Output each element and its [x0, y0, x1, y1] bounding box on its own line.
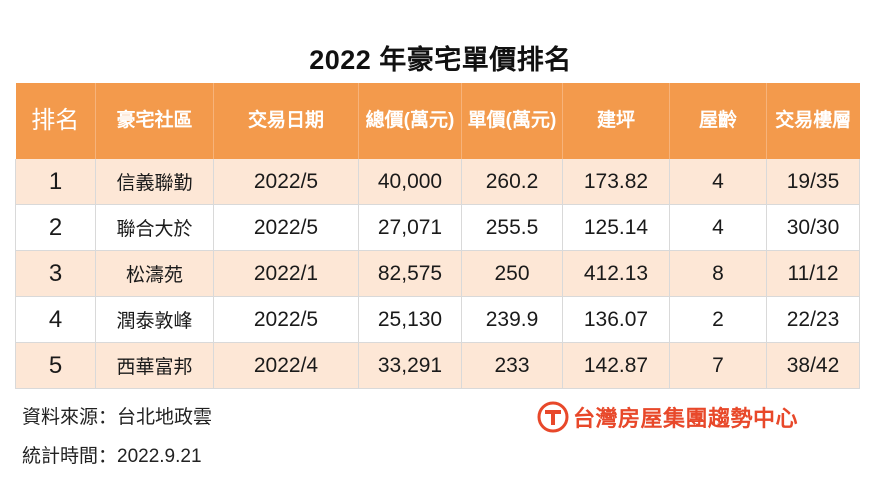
column-header-total-price: 總價(萬元)	[358, 83, 462, 159]
table-cell: 11/12	[766, 250, 860, 297]
column-header-age: 屋齡	[669, 83, 767, 159]
table-cell: 255.5	[461, 204, 563, 251]
table-cell: 聯合大於	[95, 204, 214, 251]
table-cell: 22/23	[766, 296, 860, 343]
table-cell: 2	[15, 204, 96, 251]
logo-mark-icon	[537, 401, 569, 433]
table-cell: 2	[669, 296, 767, 343]
table-row: 4 潤泰敦峰 2022/5 25,130 239.9 136.07 2 22/23	[15, 296, 860, 343]
table-cell: 33,291	[358, 342, 462, 389]
table-cell: 西華富邦	[95, 342, 214, 389]
table-cell: 125.14	[562, 204, 670, 251]
table-cell: 173.82	[562, 159, 670, 205]
company-logo: 台灣房屋集團趨勢中心	[537, 400, 798, 434]
table-cell: 250	[461, 250, 563, 297]
table-cell: 松濤苑	[95, 250, 214, 297]
table-cell: 2022/5	[213, 204, 359, 251]
table-cell: 25,130	[358, 296, 462, 343]
table-row: 2 聯合大於 2022/5 27,071 255.5 125.14 4 30/30	[15, 204, 860, 251]
table-row: 5 西華富邦 2022/4 33,291 233 142.87 7 38/42	[15, 342, 860, 389]
source-note: 資料來源：台北地政雲	[22, 407, 213, 428]
table-cell: 信義聯勤	[95, 159, 214, 205]
table-cell: 潤泰敦峰	[95, 296, 214, 343]
table-cell: 260.2	[461, 159, 563, 205]
table-cell: 5	[15, 342, 96, 389]
table-row: 1 信義聯勤 2022/5 40,000 260.2 173.82 4 19/35	[15, 159, 860, 205]
table-cell: 7	[669, 342, 767, 389]
logo-text: 台灣房屋集團趨勢中心	[573, 407, 799, 432]
date-note: 統計時間：2022.9.21	[22, 446, 202, 467]
table-cell: 30/30	[766, 204, 860, 251]
column-header-area: 建坪	[562, 83, 670, 159]
table-cell: 233	[461, 342, 563, 389]
table-cell: 2022/4	[213, 342, 359, 389]
table-cell: 27,071	[358, 204, 462, 251]
table-cell: 4	[669, 159, 767, 205]
table-cell: 412.13	[562, 250, 670, 297]
table-cell: 2022/1	[213, 250, 359, 297]
column-header-unit-price: 單價(萬元)	[461, 83, 563, 159]
table-row: 3 松濤苑 2022/1 82,575 250 412.13 8 11/12	[15, 250, 860, 297]
table-cell: 1	[15, 159, 96, 205]
table-cell: 4	[669, 204, 767, 251]
column-header-date: 交易日期	[213, 83, 359, 159]
table-cell: 40,000	[358, 159, 462, 205]
table-cell: 136.07	[562, 296, 670, 343]
column-header-rank: 排名	[15, 83, 96, 159]
table-cell: 3	[15, 250, 96, 297]
chart-title: 2022 年豪宅單價排名	[309, 45, 572, 75]
table-cell: 8	[669, 250, 767, 297]
table-cell: 2022/5	[213, 159, 359, 205]
table-cell: 142.87	[562, 342, 670, 389]
table-cell: 239.9	[461, 296, 563, 343]
table-cell: 4	[15, 296, 96, 343]
table-cell: 2022/5	[213, 296, 359, 343]
table-cell: 82,575	[358, 250, 462, 297]
table-header-row: 排名 豪宅社區 交易日期 總價(萬元) 單價(萬元) 建坪 屋齡 交易樓層	[15, 83, 860, 159]
table-cell: 38/42	[766, 342, 860, 389]
column-header-community: 豪宅社區	[95, 83, 214, 159]
column-header-floor: 交易樓層	[766, 83, 860, 159]
table-cell: 19/35	[766, 159, 860, 205]
